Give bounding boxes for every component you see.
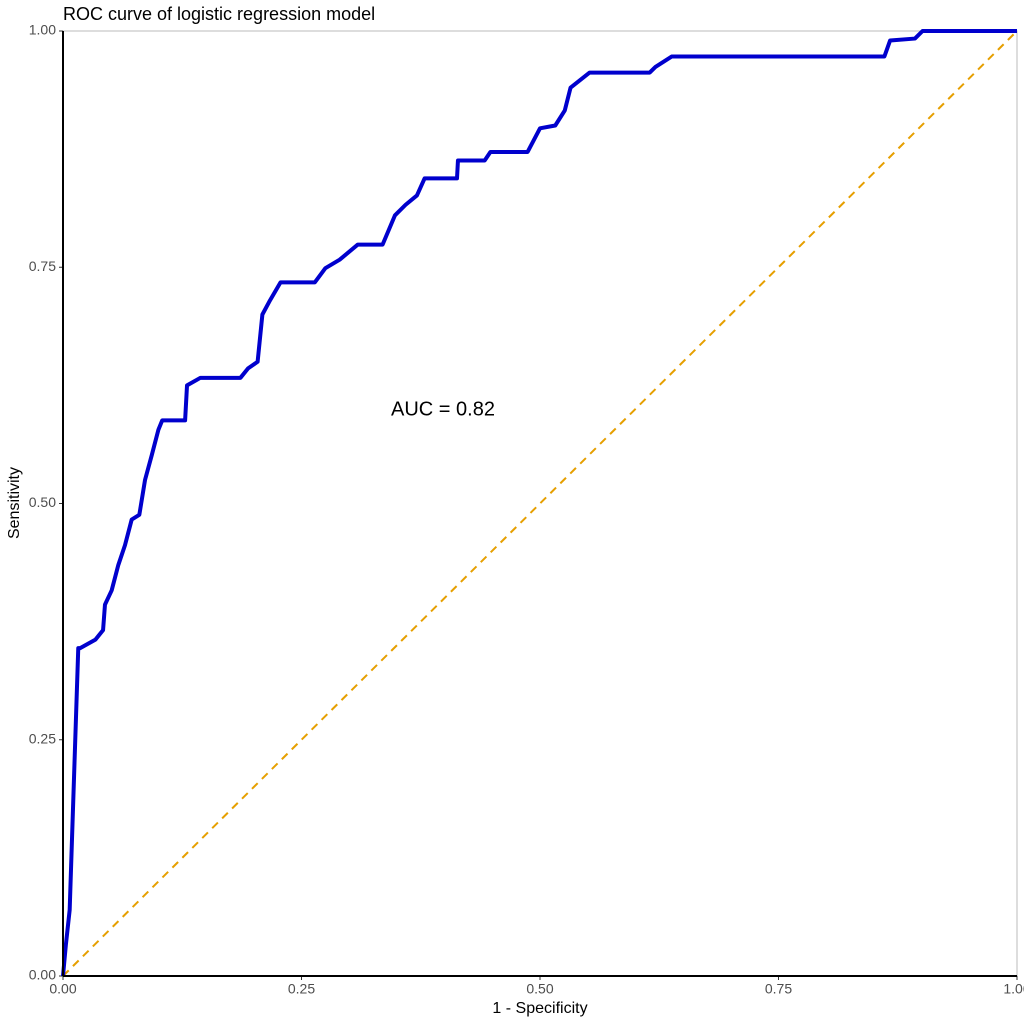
x-tick-label: 0.25 <box>288 981 315 997</box>
y-tick-label: 0.25 <box>29 730 56 746</box>
x-tick-label: 1.00 <box>1003 981 1024 997</box>
x-tick-label: 0.75 <box>765 981 792 997</box>
y-tick-label: 1.00 <box>29 22 56 38</box>
y-tick-label: 0.75 <box>29 258 56 274</box>
y-axis-title: Sensitivity <box>6 467 23 539</box>
y-tick-label: 0.50 <box>29 494 56 510</box>
x-tick-label: 0.00 <box>49 981 76 997</box>
chart-title: ROC curve of logistic regression model <box>63 4 375 24</box>
y-tick-label: 0.00 <box>29 967 56 983</box>
x-tick-label: 0.50 <box>526 981 553 997</box>
x-axis-title: 1 - Specificity <box>492 1000 587 1017</box>
auc-annotation: AUC = 0.82 <box>391 398 495 420</box>
roc-curve <box>61 29 1017 977</box>
